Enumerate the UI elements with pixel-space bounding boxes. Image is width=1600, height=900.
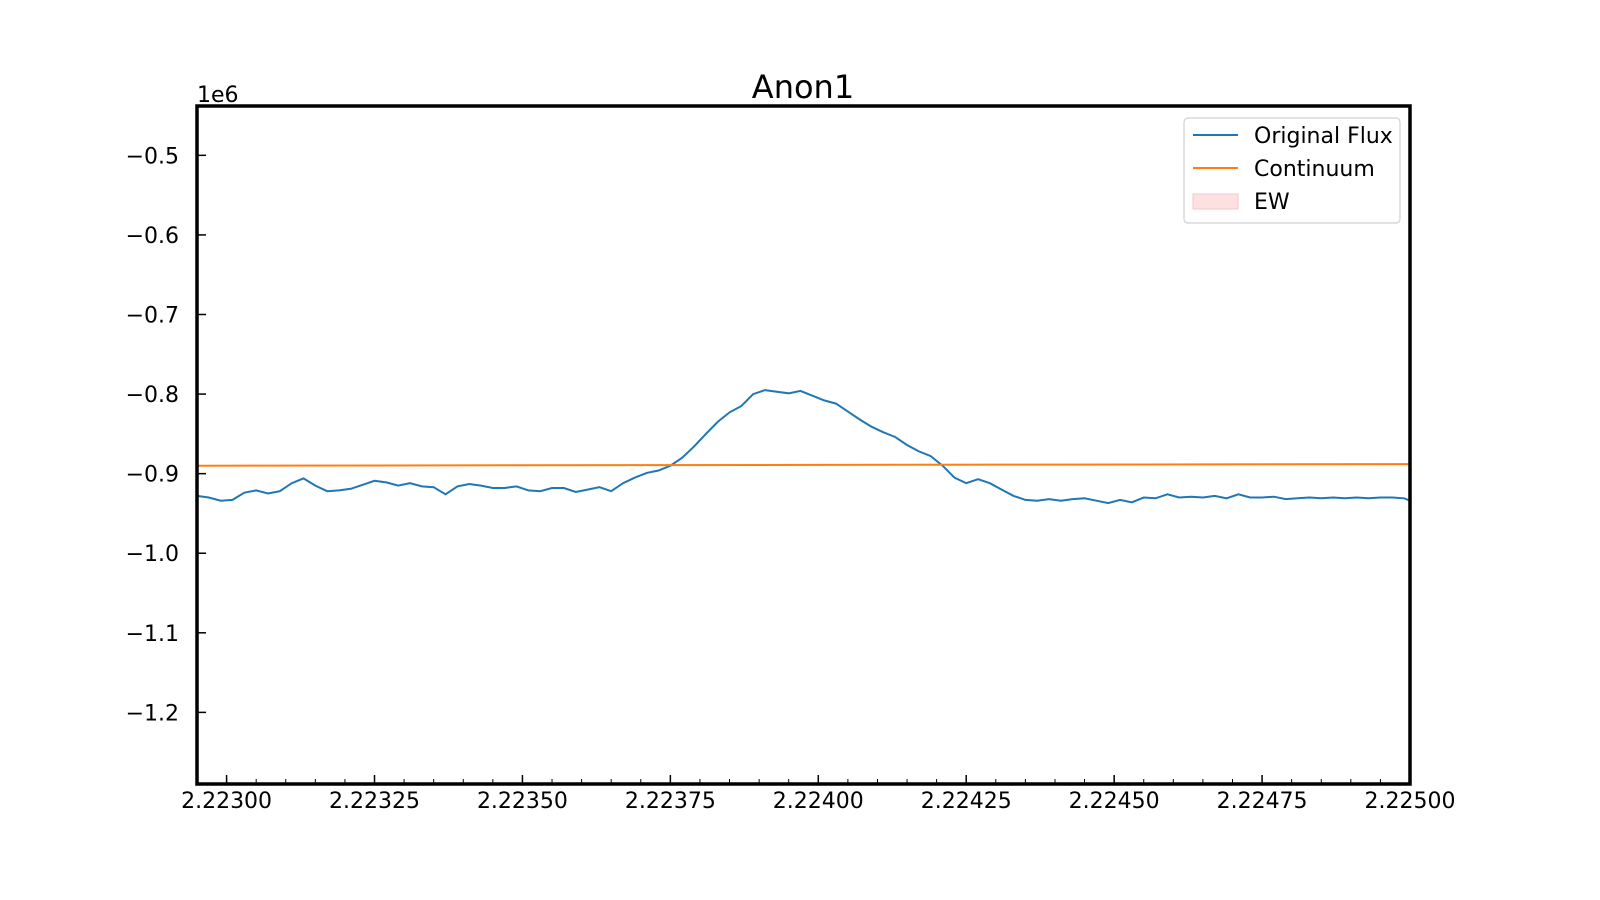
legend-label-ew: EW <box>1254 190 1290 215</box>
legend: Original Flux Continuum EW <box>1183 117 1401 224</box>
x-tick-label: 2.22475 <box>1217 789 1308 814</box>
x-tick-label: 2.22300 <box>181 789 272 814</box>
plot-area: 2.22300 2.22325 2.22350 2.22375 2.22400 2.224… <box>126 104 1456 814</box>
x-tick-label: 2.22375 <box>625 789 716 814</box>
x-tick-label: 2.22400 <box>773 789 864 814</box>
continuum-line <box>196 463 1411 467</box>
legend-label-original-flux: Original Flux <box>1254 124 1393 149</box>
y-tick-label: −0.6 <box>126 224 179 249</box>
y-tick-label: −0.5 <box>126 144 179 169</box>
x-tick-label: 2.22450 <box>1069 789 1160 814</box>
y-tick-label: −1.1 <box>126 622 179 647</box>
chart-title: Anon1 <box>752 68 854 106</box>
y-tick-label: −0.7 <box>126 303 179 328</box>
y-tick-label: −0.8 <box>126 383 179 408</box>
y-scale-offset-label: 1e6 <box>197 83 239 108</box>
x-tick-label: 2.22350 <box>477 789 568 814</box>
y-tick-label: −1.2 <box>126 701 179 726</box>
x-tick-label: 2.22425 <box>921 789 1012 814</box>
series-layer <box>196 389 1411 505</box>
tick-layer: 2.22300 2.22325 2.22350 2.22375 2.22400 2.224… <box>126 144 1456 814</box>
legend-swatch-ew <box>1192 193 1239 210</box>
axes-frame <box>195 104 1412 786</box>
x-tick-label: 2.22500 <box>1365 789 1456 814</box>
x-tick-label: 2.22325 <box>329 789 420 814</box>
y-tick-label: −1.0 <box>126 542 179 567</box>
legend-label-continuum: Continuum <box>1254 157 1375 182</box>
y-tick-label: −0.9 <box>126 463 179 488</box>
original-flux-line <box>196 389 1411 505</box>
